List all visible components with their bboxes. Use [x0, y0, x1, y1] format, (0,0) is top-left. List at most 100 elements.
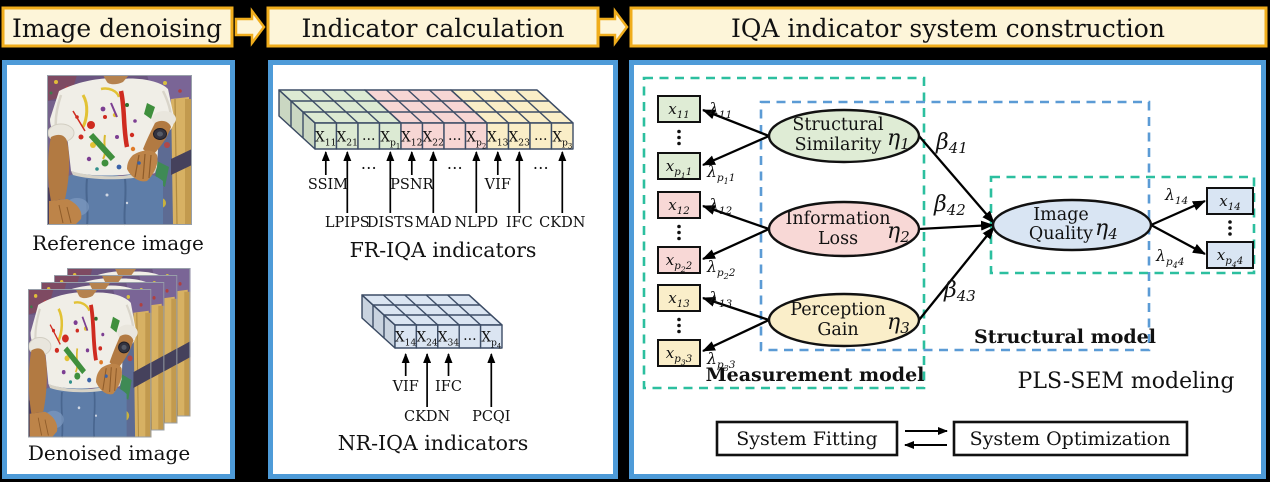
- path-coefficients: λ11 λp11 λ12 λp22 λ13 λp33 λ14 λp44 β41 …: [706, 100, 1188, 373]
- metric-ckdn: CKDN: [539, 215, 586, 231]
- indicator-box: [657, 191, 701, 219]
- lambda-p3: λp33: [706, 350, 736, 373]
- denoised-image-stack: [28, 268, 190, 438]
- construct-label: Quality: [1029, 224, 1093, 244]
- fr-metric-labels: SSIM PSNR VIF LPIPS DISTS MAD NLPD IFC C…: [308, 177, 586, 231]
- indicator-xp1: xp11: [666, 157, 692, 180]
- metric-psnr: PSNR: [390, 177, 434, 193]
- measurement-model-box: [642, 76, 926, 390]
- reference-image: [47, 75, 192, 225]
- system-fitting-box: [715, 420, 899, 457]
- construct-label: Information: [785, 209, 890, 229]
- indicator-xp4: xp44: [1217, 246, 1243, 269]
- construct-label: Perception: [790, 300, 886, 320]
- indicator-box: [1206, 187, 1254, 215]
- indicator-boxes-right: x14 xp44: [1206, 187, 1254, 269]
- metric-ifc: IFC: [506, 215, 533, 231]
- indicator-box: [657, 339, 701, 367]
- indicator-x13: x13: [668, 289, 689, 310]
- ellipsis: …: [447, 154, 463, 173]
- fr-cell: …: [534, 128, 548, 144]
- fr-cell: …: [362, 128, 376, 144]
- header-step3-label: IQA indicator system construction: [731, 14, 1165, 43]
- panel-image-denoising: Reference image Denoised image: [2, 60, 235, 479]
- indicator-box: [657, 152, 701, 180]
- metric-vif: VIF: [392, 379, 419, 395]
- construct-label: Image: [1033, 205, 1089, 225]
- indicator-xp2: xp22: [666, 251, 692, 274]
- nr-cell: X14: [395, 330, 416, 349]
- eta3-symbol: η3: [887, 310, 910, 337]
- fr-cell: X11: [315, 130, 336, 149]
- construct-label: Structural: [792, 115, 884, 135]
- metric-nlpd: NLPD: [454, 215, 498, 231]
- vertical-dots: [677, 129, 681, 334]
- system-optimization-box: [952, 420, 1189, 457]
- metric-lpips: LPIPS: [325, 215, 370, 231]
- nr-arrows: [401, 353, 496, 407]
- pipeline-header: Image denoising Indicator calculation IQ…: [1, 6, 1268, 48]
- eta1-symbol: η1: [887, 126, 910, 153]
- fr-cell: X21: [337, 130, 358, 149]
- fr-cell: Xp1: [380, 130, 400, 151]
- construct-label: Similarity: [795, 135, 882, 155]
- lambda-p4: λp44: [1155, 247, 1184, 270]
- panel3-frame: [629, 60, 1266, 479]
- fr-cell: X12: [401, 130, 422, 149]
- construct-label: Loss: [818, 229, 858, 249]
- metric-vif: VIF: [484, 177, 511, 193]
- nr-cell: Xp4: [481, 330, 502, 351]
- lambda-14: λ14: [1164, 186, 1188, 207]
- beta-41: β41: [935, 130, 968, 157]
- fr-cell: Xp2: [466, 130, 486, 151]
- metric-ssim: SSIM: [308, 177, 348, 193]
- nr-cell: X24: [416, 330, 437, 349]
- denoised-image-caption: Denoised image: [28, 441, 190, 465]
- fr-cell: X23: [509, 130, 530, 149]
- nr-cell: X34: [438, 330, 459, 349]
- construct-structural-similarity: [767, 108, 921, 164]
- beta-43: β43: [943, 278, 976, 305]
- header-step2-label: Indicator calculation: [302, 14, 565, 43]
- panel-iqa-construction: Structural Similarity η1 Information Los…: [629, 60, 1266, 479]
- construct-label: Gain: [817, 320, 858, 340]
- reference-image-caption: Reference image: [32, 231, 204, 255]
- ellipsis: …: [533, 154, 549, 173]
- system-loop: System Fitting System Optimization: [715, 420, 1189, 457]
- metric-pcqi: PCQI: [472, 409, 510, 425]
- vertical-dots: [1228, 220, 1232, 236]
- nr-cell: …: [463, 328, 477, 344]
- indicator-box: [1206, 241, 1254, 269]
- header-step3-box: [629, 6, 1268, 48]
- indicator-boxes-left: x11 xp11 x12 xp22 x13 xp33: [657, 95, 701, 367]
- lambda-p2: λp22: [706, 258, 736, 281]
- flow-arrow-icon: [597, 7, 629, 47]
- indicator-box: [657, 95, 701, 123]
- lambda-13: λ13: [708, 289, 733, 310]
- metric-mad: MAD: [415, 215, 452, 231]
- metric-ckdn: CKDN: [404, 409, 451, 425]
- indicator-xp3: xp33: [666, 344, 692, 367]
- structural-model-label: Structural model: [974, 326, 1156, 348]
- nr-iqa-caption: NR-IQA indicators: [338, 431, 529, 455]
- flow-arrow-icon: [234, 7, 266, 47]
- latent-constructs: Structural Similarity η1 Information Los…: [767, 108, 1153, 348]
- nr-indicator-block: [361, 294, 503, 349]
- fr-cell: Xp3: [552, 130, 572, 151]
- lambda-p1: λp11: [706, 163, 735, 186]
- lambda-11: λ11: [708, 100, 732, 121]
- fr-arrows: [321, 151, 567, 213]
- beta-42: β42: [933, 192, 966, 219]
- header-step1-label: Image denoising: [12, 14, 222, 43]
- plssem-label: PLS-SEM modeling: [1018, 369, 1235, 394]
- fr-iqa-caption: FR-IQA indicators: [350, 238, 537, 262]
- indicator-x12: x12: [668, 196, 689, 217]
- lambda-12: λ12: [708, 196, 733, 217]
- header-step1-box: [1, 6, 234, 48]
- system-fitting-label: System Fitting: [736, 428, 877, 450]
- fr-cell: X13: [487, 130, 508, 149]
- fr-cell: …: [448, 128, 462, 144]
- indicator-x11: x11: [668, 100, 689, 121]
